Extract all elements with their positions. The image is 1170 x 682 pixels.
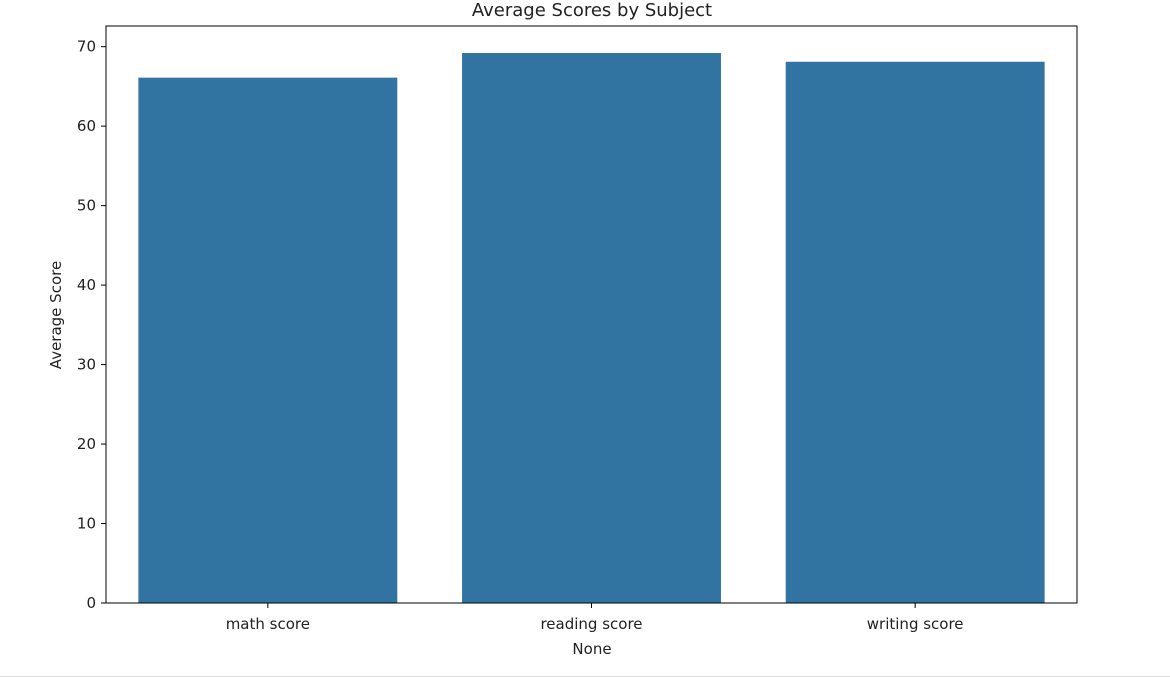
y-tick-label: 30 xyxy=(77,356,96,374)
x-tick-label: reading score xyxy=(540,615,642,633)
x-axis-ticks: math score reading score writing score xyxy=(226,603,964,633)
x-tick-label: writing score xyxy=(867,615,964,633)
plot-frame xyxy=(105,25,1078,604)
x-tick-label: math score xyxy=(226,615,310,633)
y-axis-label: Average Score xyxy=(47,261,65,369)
bottom-divider xyxy=(0,676,1170,677)
chart-title: Average Scores by Subject xyxy=(472,0,712,21)
y-axis-ticks: 0 10 20 30 40 50 60 70 xyxy=(77,38,106,612)
x-axis-label: None xyxy=(572,640,611,658)
y-tick-label: 70 xyxy=(77,38,96,56)
y-tick-label: 10 xyxy=(77,515,96,533)
y-tick-label: 0 xyxy=(86,594,96,612)
bars xyxy=(138,53,1045,604)
bar-math-score xyxy=(138,77,398,603)
y-tick-label: 20 xyxy=(77,435,96,453)
y-tick-label: 50 xyxy=(77,197,96,215)
y-tick-label: 60 xyxy=(77,117,96,135)
y-tick-label: 40 xyxy=(77,276,96,294)
bar-reading-score xyxy=(462,53,721,604)
bar-writing-score xyxy=(785,61,1045,603)
